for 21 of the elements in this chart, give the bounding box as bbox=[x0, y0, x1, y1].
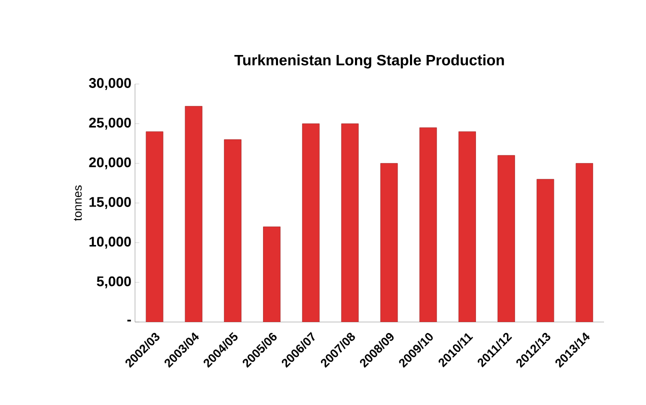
bar bbox=[536, 179, 554, 322]
bar bbox=[224, 139, 242, 322]
y-tick-label: - bbox=[127, 320, 131, 322]
bar bbox=[184, 106, 202, 322]
y-tick-label: 15,000 bbox=[90, 197, 131, 209]
bar bbox=[302, 123, 320, 322]
bar bbox=[341, 123, 359, 322]
bar bbox=[576, 163, 594, 322]
bar bbox=[498, 155, 515, 322]
bar bbox=[263, 226, 280, 322]
bar bbox=[458, 131, 476, 322]
bar bbox=[380, 163, 398, 322]
y-tick-label: 10,000 bbox=[90, 236, 131, 249]
y-tick-label: 30,000 bbox=[88, 78, 131, 90]
bar bbox=[419, 127, 437, 322]
chart-title: Turkmenistan Long Staple Production bbox=[234, 54, 504, 68]
y-tick-label: 20,000 bbox=[89, 157, 131, 170]
y-tick-label: 5,000 bbox=[96, 276, 131, 288]
bar bbox=[146, 131, 164, 322]
y-axis-title: tonnes bbox=[74, 185, 82, 221]
y-tick-label: 25,000 bbox=[89, 118, 131, 130]
